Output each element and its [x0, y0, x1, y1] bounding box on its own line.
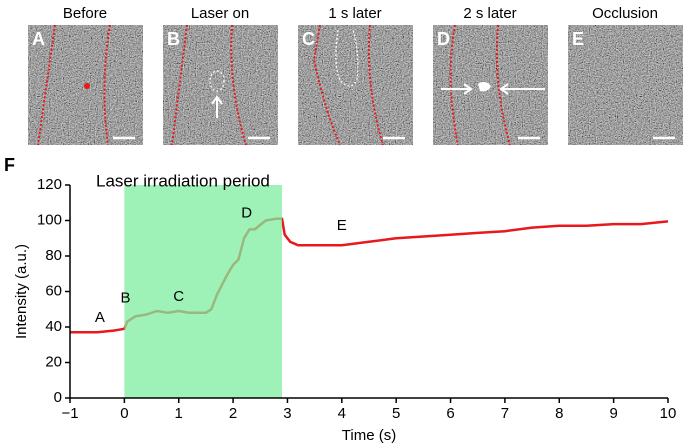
- panel-title: 1 s later: [328, 5, 381, 22]
- image-panels: Before A Laser on B 1 s later C 2 s later D Occl…: [28, 5, 683, 145]
- panel-annotations: [37, 24, 675, 146]
- panel-letter: F: [4, 155, 15, 175]
- x-tick-label: 7: [501, 405, 509, 422]
- panel-letter: A: [32, 29, 45, 49]
- target-dot: [84, 83, 90, 89]
- x-axis-label: Time (s): [342, 427, 396, 443]
- panel-letter: C: [302, 29, 315, 49]
- microscopy-image: [163, 25, 278, 145]
- x-tick-label: 10: [660, 405, 677, 422]
- y-axis-label: Intensity (a.u.): [13, 244, 30, 339]
- point-label: C: [173, 288, 184, 305]
- x-tick-label: 1: [175, 405, 183, 422]
- arrow: [441, 83, 545, 95]
- x-tick-label: 0: [120, 405, 128, 422]
- x-tick-label: 3: [283, 405, 291, 422]
- microscopy-image: [568, 25, 683, 145]
- panel-title: Before: [63, 5, 107, 22]
- x-tick-label: 4: [338, 405, 346, 422]
- y-tick-label: 0: [54, 389, 62, 406]
- panel-letter: B: [167, 29, 180, 49]
- y-tick-label: 60: [45, 282, 62, 299]
- dotted-outline: [335, 29, 359, 87]
- panel-letter: D: [437, 29, 450, 49]
- x-tick-label: 8: [555, 405, 563, 422]
- panel-letter: E: [572, 29, 584, 49]
- y-tick-label: 100: [37, 211, 62, 228]
- point-label: D: [241, 204, 252, 221]
- x-tick-label: −1: [61, 405, 78, 422]
- y-tick-label: 120: [37, 176, 62, 193]
- clot: [478, 81, 491, 92]
- x-tick-label: 6: [446, 405, 454, 422]
- vessel-edge: [449, 24, 511, 146]
- y-tick-label: 80: [45, 247, 62, 264]
- panel-title: Laser on: [191, 5, 249, 22]
- point-label: B: [120, 290, 130, 307]
- panel-title: 2 s later: [463, 5, 516, 22]
- panel-title: Occlusion: [592, 5, 658, 22]
- dotted-outline: [209, 70, 225, 92]
- y-tick-label: 40: [45, 318, 62, 335]
- point-label: A: [95, 309, 105, 326]
- vessel-edge: [312, 24, 384, 146]
- x-tick-label: 5: [392, 405, 400, 422]
- vessel-edge: [171, 24, 247, 146]
- highlight-label: Laser irradiation period: [96, 171, 270, 190]
- highlight-band: [124, 185, 283, 398]
- point-label: E: [337, 217, 347, 234]
- x-tick-label: 2: [229, 405, 237, 422]
- y-tick-label: 20: [45, 353, 62, 370]
- x-tick-label: 9: [609, 405, 617, 422]
- vessel-edge: [37, 24, 111, 146]
- arrow: [211, 95, 223, 118]
